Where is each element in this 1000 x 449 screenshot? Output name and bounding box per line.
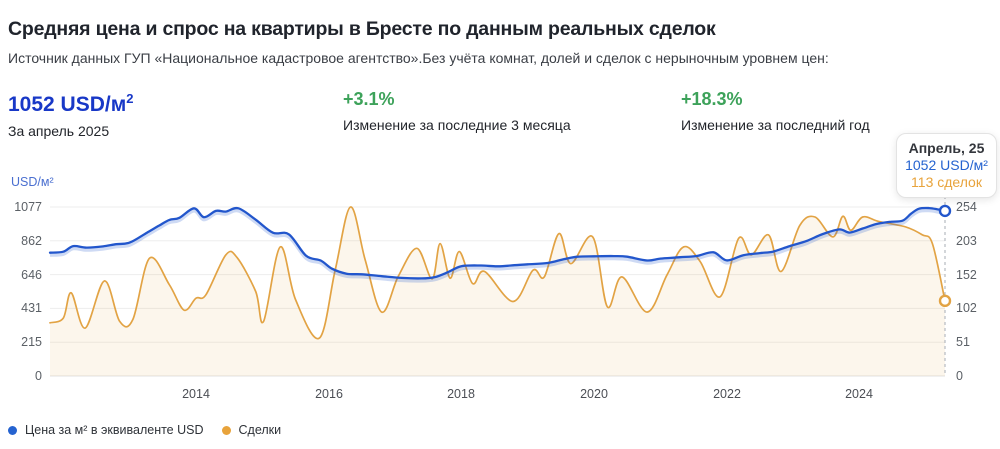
stat-current-price-value: 1052 USD/м2 [8, 91, 134, 116]
y-left-tick: 646 [21, 268, 42, 282]
stat-current-price: 1052 USD/м2 За апрель 2025 [8, 86, 134, 139]
chart-canvas[interactable]: 0 215 431 646 862 1077 0 51 102 152 203 254 2014 2016… [0, 195, 1000, 435]
stat-superscript: 2 [126, 91, 134, 106]
stat-current-price-caption: За апрель 2025 [8, 123, 110, 139]
deals-series-dot-icon [221, 425, 231, 435]
tooltip-price-value: 1052 USD/м² [905, 157, 988, 173]
x-tick: 2018 [447, 387, 475, 401]
y-right-tick: 0 [956, 369, 963, 383]
x-tick: 2016 [315, 387, 343, 401]
cursor-tooltip: Апрель, 25 1052 USD/м² 113 сделок [896, 133, 997, 198]
legend-deals-label: Сделки [238, 423, 282, 437]
stat-change-1y-value: +18.3% [681, 89, 743, 109]
chart-legend: Цена за м² в эквиваленте USD Сделки [8, 423, 281, 437]
tooltip-deals-value: 113 сделок [911, 174, 982, 190]
y-left-tick: 0 [35, 369, 42, 383]
legend-price-label: Цена за м² в эквиваленте USD [25, 423, 204, 437]
x-tick: 2024 [845, 387, 873, 401]
page-title: Средняя цена и спрос на квартиры в Брест… [8, 18, 716, 41]
y-left-tick: 1077 [14, 200, 42, 214]
y-left-tick: 862 [21, 234, 42, 248]
price-line [48, 206, 947, 280]
y-axis-unit-label: USD/м² [11, 175, 54, 189]
stat-change-1y: +18.3% Изменение за последний год [681, 86, 870, 133]
stat-change-1y-caption: Изменение за последний год [681, 117, 870, 133]
price-line-shadow [49, 209, 946, 283]
stat-change-3m: +3.1% Изменение за последние 3 месяца [343, 86, 571, 133]
deals-end-marker [938, 294, 952, 308]
deals-area [50, 206, 945, 376]
x-tick: 2022 [713, 387, 741, 401]
legend-item-price[interactable]: Цена за м² в эквиваленте USD [8, 423, 204, 437]
tooltip-month: Апрель, 25 [908, 140, 985, 156]
y-right-tick: 254 [956, 200, 977, 214]
stat-change-3m-value: +3.1% [343, 89, 395, 109]
y-right-tick: 203 [956, 234, 977, 248]
y-left-tick: 215 [21, 335, 42, 349]
legend-item-deals[interactable]: Сделки [221, 423, 282, 437]
page-subtitle: Источник данных ГУП «Национальное кадаст… [8, 50, 829, 66]
price-end-marker [938, 204, 952, 218]
deals-line [49, 206, 946, 340]
x-tick: 2014 [182, 387, 210, 401]
y-right-tick: 51 [956, 335, 970, 349]
y-right-tick: 152 [956, 268, 977, 282]
y-left-tick: 431 [21, 301, 42, 315]
stat-change-3m-caption: Изменение за последние 3 месяца [343, 117, 571, 133]
y-right-tick: 102 [956, 301, 977, 315]
x-tick: 2020 [580, 387, 608, 401]
price-series-dot-icon [8, 425, 17, 435]
chart-svg [48, 196, 952, 377]
